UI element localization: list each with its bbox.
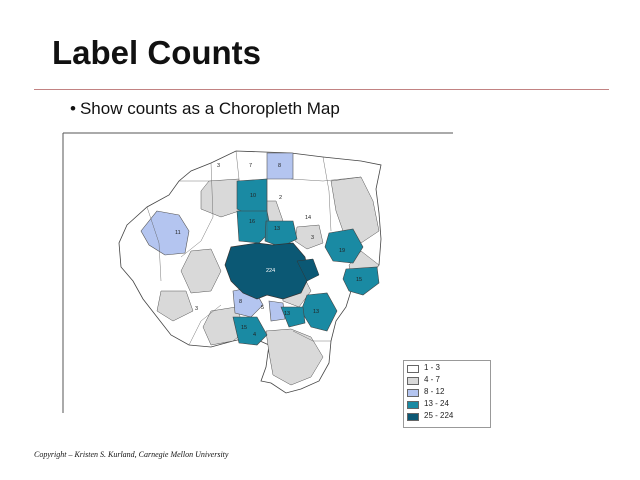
map-label: 19 [339, 248, 345, 254]
legend-item: 25 - 224 [407, 411, 487, 422]
legend-swatch [407, 377, 419, 385]
legend-label: 13 - 24 [424, 399, 449, 408]
map-graphic: 3 7 8 10 2 16 13 14 11 19 224 15 3 13 5 … [62, 132, 453, 413]
map-label: 2 [279, 195, 282, 201]
bullet-icon: • [70, 99, 76, 118]
center-region [224, 242, 310, 300]
map-label: 14 [305, 215, 311, 221]
map-label: 8 [278, 163, 281, 169]
map-label: 10 [250, 193, 256, 199]
legend-item: 1 - 3 [407, 363, 487, 374]
map-label: 3 [195, 306, 198, 312]
map-label: 5 [261, 305, 264, 311]
legend-item: 13 - 24 [407, 399, 487, 410]
legend-swatch [407, 401, 419, 409]
legend-label: 4 - 7 [424, 375, 441, 384]
map-label: 11 [175, 230, 181, 236]
map-label: 15 [241, 325, 247, 331]
legend-label: 1 - 3 [424, 363, 441, 372]
legend-swatch [407, 413, 419, 421]
map-label: 8 [239, 299, 242, 305]
map-label: 15 [356, 277, 362, 283]
legend-swatch [407, 365, 419, 373]
map-legend: 1 - 3 4 - 7 8 - 12 13 - 24 25 - 224 [403, 360, 491, 428]
legend-label: 8 - 12 [424, 387, 445, 396]
choropleth-map: 3 7 8 10 2 16 13 14 11 19 224 15 3 13 5 … [61, 131, 455, 415]
map-label: 13 [274, 226, 280, 232]
copyright-footer: Copyright – Kristen S. Kurland, Carnegie… [34, 450, 229, 459]
map-label: 7 [249, 163, 252, 169]
map-label: 3 [311, 235, 314, 241]
bullet-text: Show counts as a Choropleth Map [79, 99, 340, 118]
legend-swatch [407, 389, 419, 397]
title-divider [34, 89, 609, 90]
bullet-point: • Show counts as a Choropleth Map [70, 99, 340, 119]
legend-label: 25 - 224 [424, 411, 454, 420]
legend-item: 4 - 7 [407, 375, 487, 386]
map-label: 4 [253, 332, 256, 338]
map-label: 16 [249, 219, 255, 225]
map-label: 3 [217, 163, 220, 169]
map-label: 13 [313, 309, 319, 315]
map-label: 13 [284, 311, 290, 317]
map-label: 224 [266, 268, 275, 274]
slide-title: Label Counts [52, 34, 262, 71]
legend-item: 8 - 12 [407, 387, 487, 398]
